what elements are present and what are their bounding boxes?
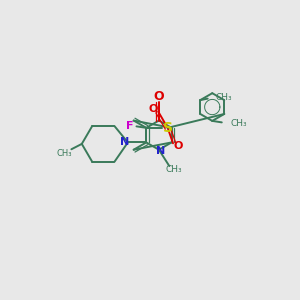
Text: O: O — [154, 90, 164, 103]
Text: N: N — [120, 137, 130, 147]
Text: O: O — [148, 103, 158, 113]
Text: O: O — [174, 141, 183, 151]
Text: CH₃: CH₃ — [166, 164, 182, 173]
Text: F: F — [126, 122, 134, 131]
Text: CH₃: CH₃ — [230, 119, 247, 128]
Text: S: S — [163, 121, 173, 135]
Text: CH₃: CH₃ — [56, 149, 72, 158]
Text: CH₃: CH₃ — [215, 93, 232, 102]
Text: N: N — [156, 146, 165, 156]
